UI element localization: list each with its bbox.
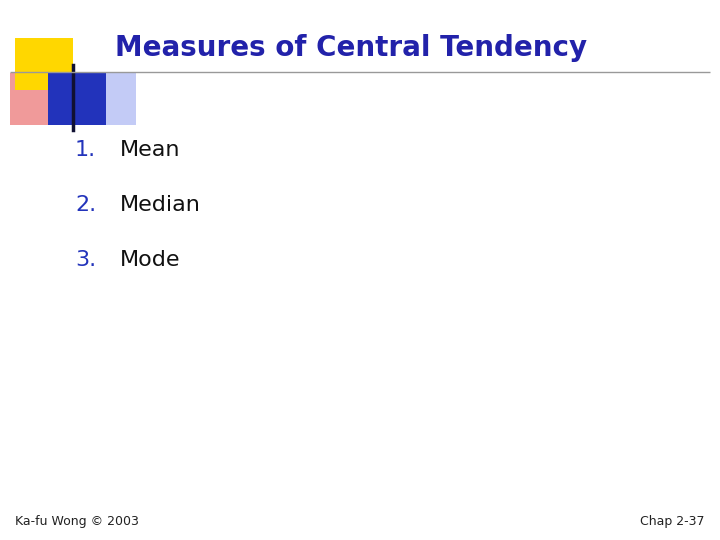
Text: 3.: 3. [75, 250, 96, 270]
Text: Ka-fu Wong © 2003: Ka-fu Wong © 2003 [15, 515, 139, 528]
Bar [48, 73, 106, 125]
Text: Measures of Central Tendency: Measures of Central Tendency [115, 34, 587, 62]
Text: 1.: 1. [75, 140, 96, 160]
Bar [15, 38, 73, 90]
Bar [106, 73, 136, 125]
Text: Mean: Mean [120, 140, 181, 160]
Text: Mode: Mode [120, 250, 181, 270]
Text: Median: Median [120, 195, 201, 215]
Bar [10, 73, 68, 125]
Text: 2.: 2. [75, 195, 96, 215]
Text: Chap 2-37: Chap 2-37 [641, 515, 705, 528]
